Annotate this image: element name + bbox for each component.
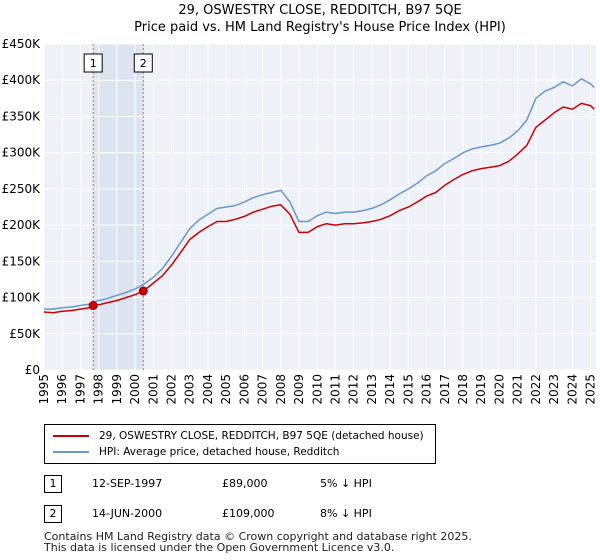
- chart-title: 29, OSWESTRY CLOSE, REDDITCH, B97 5QE: [178, 3, 461, 18]
- series-lines: [43, 78, 595, 314]
- x-tick-label: 2006: [237, 374, 251, 405]
- price-chart: 29, OSWESTRY CLOSE, REDDITCH, B97 5QE Pr…: [2, 3, 598, 405]
- transaction-badge: 1: [44, 475, 62, 493]
- x-tick-label: 2014: [383, 374, 397, 405]
- x-tick-label: 1996: [55, 374, 69, 405]
- y-tick-label: £50K: [9, 327, 41, 341]
- x-tick-label: 1997: [73, 374, 87, 405]
- y-tick-label: £300K: [2, 146, 42, 160]
- y-tick-label: £450K: [2, 37, 42, 51]
- legend-item-hpi: HPI: Average price, detached house, Redd…: [53, 444, 339, 460]
- x-tick-label: 2004: [201, 374, 215, 405]
- transaction-badge: 2: [44, 505, 62, 523]
- x-tick-label: 2013: [365, 374, 379, 405]
- x-tick-label: 1995: [37, 374, 51, 405]
- x-tick-label: 2000: [128, 374, 142, 405]
- legend-label-hpi: HPI: Average price, detached house, Redd…: [99, 446, 340, 458]
- footer-license: This data is licensed under the Open Gov…: [44, 541, 395, 554]
- chart-subtitle: Price paid vs. HM Land Registry's House …: [134, 20, 506, 35]
- x-tick-label: 2001: [146, 374, 160, 405]
- transaction-price: £89,000: [222, 477, 268, 490]
- property-price-line: [43, 102, 595, 314]
- x-tick-label: 2018: [456, 374, 470, 405]
- highlight-region-group: [93, 44, 144, 370]
- legend: 29, OSWESTRY CLOSE, REDDITCH, B97 5QE (d…: [44, 424, 436, 464]
- footer-copyright: Contains HM Land Registry data © Crown c…: [44, 530, 472, 543]
- x-tick-label: 1998: [92, 374, 106, 405]
- y-tick-label: £150K: [2, 254, 42, 268]
- x-tick-label: 2012: [347, 374, 361, 405]
- legend-swatch-property: [53, 435, 89, 437]
- legend-label-property: 29, OSWESTRY CLOSE, REDDITCH, B97 5QE (d…: [99, 430, 424, 442]
- grid-group: [43, 43, 596, 371]
- footer: Contains HM Land Registry data © Crown c…: [44, 531, 472, 553]
- x-tick-label: 2008: [274, 374, 288, 405]
- x-tick-label: 2010: [310, 374, 324, 405]
- x-tick-label: 2016: [420, 374, 434, 405]
- sale-point: [88, 301, 98, 311]
- transaction-date: 12-SEP-1997: [92, 477, 163, 490]
- x-tick-label: 2015: [401, 374, 415, 405]
- sale-label-text: 2: [140, 57, 147, 70]
- x-tick-label: 2022: [529, 374, 543, 405]
- x-tick-label: 2024: [565, 374, 579, 405]
- sale-label-box: [133, 53, 153, 73]
- y-tick-label: £400K: [2, 73, 42, 87]
- y-tick-label: £0: [25, 363, 40, 377]
- x-tick-label: 2025: [584, 374, 598, 405]
- sale-point: [138, 286, 148, 296]
- x-tick-label: 2011: [328, 374, 342, 405]
- sale-label-text: 1: [90, 57, 97, 70]
- y-tick-label: £200K: [2, 218, 42, 232]
- sale-label-box: [83, 53, 103, 73]
- y-tick-label: £350K: [2, 109, 42, 123]
- x-tick-label: 2023: [547, 374, 561, 405]
- x-tick-label: 2019: [474, 374, 488, 405]
- y-tick-label: £250K: [2, 182, 42, 196]
- hpi-line: [44, 78, 595, 310]
- x-tick-label: 2002: [165, 374, 179, 405]
- y-axis: £0 £50K £100K £150K £200K £250K £300K £350K £400…: [2, 37, 42, 377]
- y-tick-label: £100K: [2, 291, 42, 305]
- sale-period-shade: [93, 44, 144, 370]
- x-tick-label: 2003: [183, 374, 197, 405]
- x-tick-label: 2009: [292, 374, 306, 405]
- transaction-price: £109,000: [222, 507, 275, 520]
- x-tick-label: 2021: [511, 374, 525, 405]
- x-tick-label: 2007: [256, 374, 270, 405]
- x-tick-label: 2020: [492, 374, 506, 405]
- x-tick-label: 2017: [438, 374, 452, 405]
- x-tick-label: 1999: [110, 374, 124, 405]
- sale-points: [88, 286, 148, 311]
- x-axis: 1995 1996 1997 1998 1999 2000 2001 2002 2003 2004…: [37, 374, 598, 405]
- legend-swatch-hpi: [53, 451, 89, 453]
- x-tick-label: 2005: [219, 374, 233, 405]
- legend-item-property: 29, OSWESTRY CLOSE, REDDITCH, B97 5QE (d…: [53, 428, 424, 444]
- transaction-hpi-diff: 5% ↓ HPI: [320, 477, 372, 490]
- transaction-date: 14-JUN-2000: [92, 507, 163, 520]
- transaction-hpi-diff: 8% ↓ HPI: [320, 507, 372, 520]
